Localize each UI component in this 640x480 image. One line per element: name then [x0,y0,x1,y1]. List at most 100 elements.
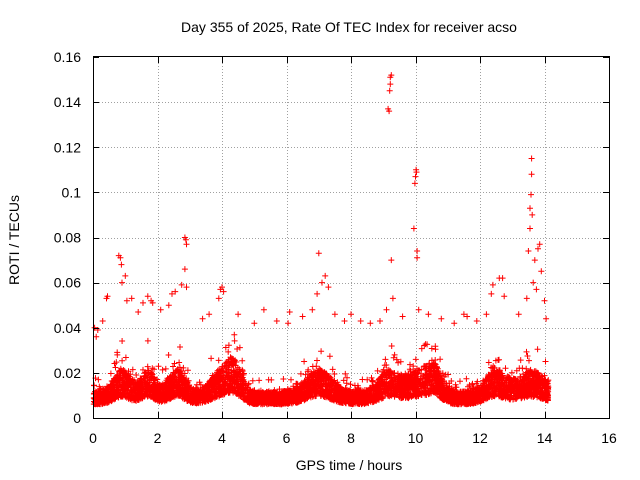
data-point [225,348,232,355]
data-point [522,388,529,395]
data-point [428,381,435,388]
data-point [305,379,312,386]
data-point [414,387,421,394]
data-point [217,384,224,391]
data-point [491,378,498,385]
data-point [260,395,267,402]
data-point [145,387,152,394]
data-point [111,360,118,367]
data-point [234,384,241,391]
data-point [151,374,158,381]
data-point [171,360,178,367]
data-point [305,366,312,373]
data-point [383,362,390,368]
data-point [240,382,247,389]
data-point [503,391,510,398]
data-point [119,357,126,364]
data-point [251,388,258,395]
data-point [434,365,441,372]
data-point [488,364,495,371]
data-point [464,401,470,408]
data-point [301,358,308,365]
data-point [141,379,148,386]
data-point [114,349,121,356]
data-point [296,383,303,390]
data-point [109,391,116,398]
data-point [377,374,384,381]
data-point [120,374,127,381]
data-point [418,345,425,352]
data-point [545,377,552,384]
data-point [502,365,509,372]
data-point [208,355,215,362]
data-point [382,356,389,363]
data-point [351,382,358,389]
data-point [356,401,363,407]
data-point [526,357,532,364]
data-point [212,388,219,395]
data-point [220,381,227,387]
data-point [297,370,304,377]
data-point [112,364,119,371]
data-point [413,392,420,399]
data-point [498,377,505,384]
data-point [469,388,476,395]
data-point [222,344,229,351]
data-point [519,365,526,372]
data-point [157,392,164,399]
data-point [248,399,255,406]
data-point [144,337,151,344]
data-point [324,375,331,382]
data-point [111,395,118,402]
data-point [421,342,428,349]
data-point [107,370,114,377]
data-point [463,375,470,382]
data-point [154,376,161,383]
data-point [349,393,355,399]
data-point [225,342,232,349]
data-point [231,374,238,381]
data-point [390,354,397,361]
data-point [166,383,172,390]
data-point [111,375,118,382]
data-point [405,389,412,396]
data-point [363,387,370,394]
data-point [517,357,524,364]
data-point [351,396,358,403]
data-point [163,397,170,404]
data-point [422,364,429,370]
data-point [249,377,256,384]
data-point [327,389,334,396]
data-point [489,365,496,372]
data-point [391,370,398,377]
data-point [387,385,394,392]
data-point [428,345,435,352]
data-point [231,337,238,344]
data-point [407,361,413,368]
data-point [307,394,314,401]
data-point [122,354,129,361]
data-point [359,376,366,383]
chart-title: Day 355 of 2025, Rate Of TEC Index for r… [181,19,517,35]
data-point [134,380,141,387]
data-point [215,357,222,364]
data-point [129,366,136,373]
data-point [354,393,361,399]
data-points [90,72,552,408]
data-point [388,343,395,349]
data-point [410,363,417,370]
data-point [112,395,119,402]
data-point [230,356,237,362]
data-point [452,381,459,388]
data-point [226,387,233,394]
data-point [309,381,316,388]
data-point [428,357,435,364]
data-point [506,396,513,402]
data-point [119,338,126,344]
data-point [426,376,433,383]
data-point [142,369,148,376]
data-point [252,398,259,405]
data-point [366,388,373,395]
data-point [318,383,325,390]
data-point [91,395,98,402]
